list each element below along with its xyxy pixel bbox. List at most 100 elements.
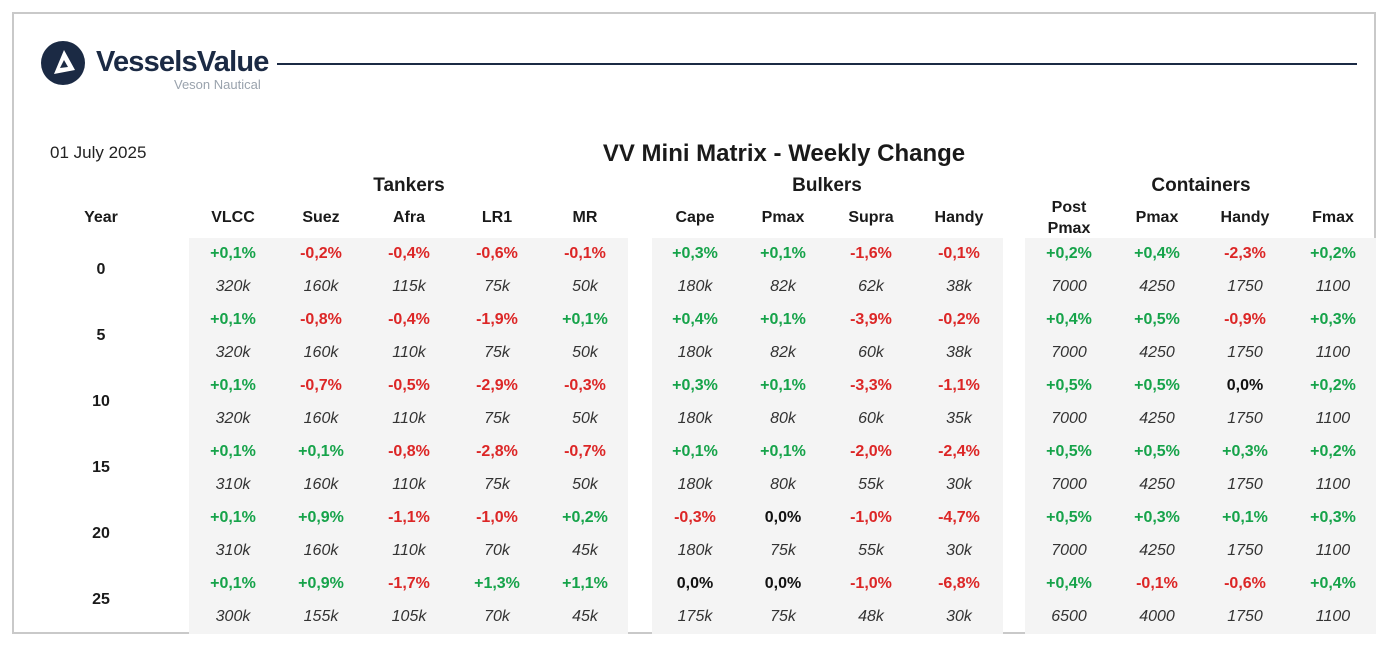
change-value: +0,5% <box>1134 443 1180 460</box>
vessel-size: 1100 <box>1315 608 1351 625</box>
vessel-size: 160k <box>303 542 339 559</box>
vessel-size: 4250 <box>1139 542 1175 559</box>
group-header-tankers: Tankers <box>373 175 445 196</box>
change-value: +0,1% <box>760 377 806 394</box>
vessel-size: 55k <box>858 542 884 559</box>
column-header: LR1 <box>481 209 513 226</box>
change-value: +0,5% <box>1134 311 1180 328</box>
vessel-size: 180k <box>677 410 713 427</box>
vessel-size: 38k <box>946 344 972 361</box>
vessel-size: 80k <box>770 410 796 427</box>
column-header: Handy <box>1220 209 1270 226</box>
vessel-size: 7000 <box>1051 344 1087 361</box>
vessel-size: 4000 <box>1139 608 1175 625</box>
change-value: +0,3% <box>1134 509 1180 526</box>
vessel-size: 180k <box>677 278 713 295</box>
change-value: +0,3% <box>1310 509 1356 526</box>
change-value: +0,1% <box>672 443 718 460</box>
change-value: +0,1% <box>562 311 608 328</box>
change-value: 0,0% <box>764 575 802 592</box>
change-value: +0,2% <box>1310 443 1356 460</box>
brand-subtitle: Veson Nautical <box>174 77 261 92</box>
change-value: +0,4% <box>1310 575 1356 592</box>
change-value: -0,6% <box>1224 575 1266 592</box>
change-value: -0,6% <box>476 245 518 262</box>
vessel-size: 7000 <box>1051 410 1087 427</box>
vessel-size: 1750 <box>1227 476 1263 493</box>
vessel-size: 4250 <box>1139 476 1175 493</box>
vessel-size: 310k <box>215 542 251 559</box>
vessel-size: 75k <box>484 344 510 361</box>
change-value: -1,9% <box>476 311 518 328</box>
change-value: +0,4% <box>1046 311 1092 328</box>
page-title: VV Mini Matrix - Weekly Change <box>602 140 966 167</box>
change-value: +0,1% <box>210 443 256 460</box>
year-label: 5 <box>96 327 106 344</box>
change-value: +0,2% <box>1046 245 1092 262</box>
year-label: 25 <box>92 591 110 608</box>
change-value: +0,3% <box>672 377 718 394</box>
change-value: +0,1% <box>1222 509 1268 526</box>
vessel-size: 110k <box>392 344 426 361</box>
change-value: -0,5% <box>388 377 430 394</box>
change-value: +0,1% <box>210 509 256 526</box>
column-header: Pmax <box>1135 209 1179 226</box>
change-value: +0,4% <box>672 311 718 328</box>
vessel-size: 50k <box>572 410 598 427</box>
vessel-size: 180k <box>677 476 713 493</box>
change-value: +1,1% <box>562 575 608 592</box>
year-label: 0 <box>96 261 106 278</box>
vessel-size: 160k <box>303 278 339 295</box>
vessel-size: 30k <box>946 542 972 559</box>
column-header: Handy <box>934 209 984 226</box>
change-value: -0,8% <box>300 311 342 328</box>
vessel-size: 82k <box>770 344 796 361</box>
vessel-size: 160k <box>303 344 339 361</box>
vessel-size: 75k <box>484 410 510 427</box>
change-value: -0,7% <box>300 377 342 394</box>
vessel-size: 180k <box>677 344 713 361</box>
vessel-size: 35k <box>946 410 972 427</box>
change-value: -0,3% <box>674 509 716 526</box>
change-value: -3,3% <box>850 377 892 394</box>
change-value: -0,4% <box>388 311 430 328</box>
change-value: -0,7% <box>564 443 606 460</box>
column-header: Supra <box>848 209 894 226</box>
change-value: +0,3% <box>672 245 718 262</box>
change-value: -0,2% <box>300 245 342 262</box>
change-value: +0,3% <box>1222 443 1268 460</box>
vessels-triangle-icon <box>41 41 85 85</box>
vessel-size: 1100 <box>1315 476 1351 493</box>
column-header: Fmax <box>1312 209 1354 226</box>
change-value: -1,6% <box>850 245 892 262</box>
vessel-size: 6500 <box>1051 608 1087 625</box>
vessel-size: 50k <box>572 476 598 493</box>
vessel-size: 82k <box>770 278 796 295</box>
bulkers-band <box>652 238 1003 634</box>
change-value: -0,1% <box>938 245 980 262</box>
change-value: +1,3% <box>474 575 520 592</box>
change-value: +0,1% <box>760 311 806 328</box>
vessel-size: 115k <box>392 278 426 295</box>
change-value: -2,3% <box>1224 245 1266 262</box>
vessel-size: 50k <box>572 278 598 295</box>
vessel-size: 1750 <box>1227 344 1263 361</box>
change-value: -0,1% <box>1136 575 1178 592</box>
vessel-size: 70k <box>484 608 510 625</box>
change-value: -0,2% <box>938 311 980 328</box>
column-header: Post Pmax <box>1047 199 1091 237</box>
change-value: -1,0% <box>850 575 892 592</box>
change-value: -2,9% <box>476 377 518 394</box>
vessel-size: 60k <box>858 410 884 427</box>
change-value: -0,8% <box>388 443 430 460</box>
vessel-size: 4250 <box>1139 344 1175 361</box>
vessel-size: 75k <box>770 608 796 625</box>
vessel-size: 110k <box>392 542 426 559</box>
vessel-size: 1100 <box>1315 344 1351 361</box>
change-value: +0,3% <box>1310 311 1356 328</box>
vessel-size: 320k <box>215 344 251 361</box>
year-header: Year <box>84 209 118 226</box>
change-value: -0,1% <box>564 245 606 262</box>
change-value: -0,4% <box>388 245 430 262</box>
change-value: +0,4% <box>1134 245 1180 262</box>
